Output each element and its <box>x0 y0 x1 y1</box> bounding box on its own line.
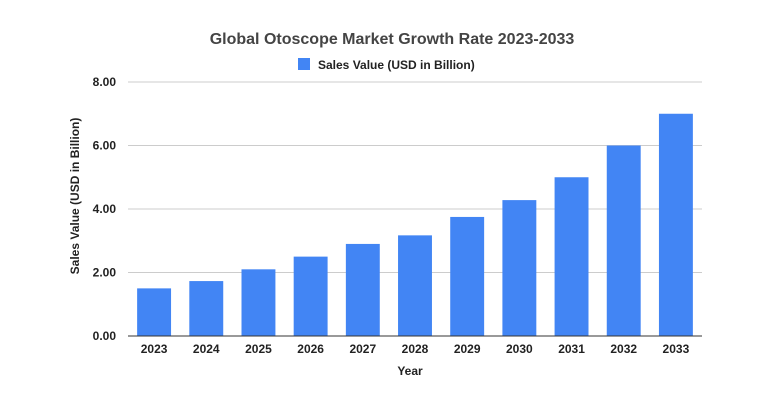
x-tick-label: 2027 <box>349 342 376 356</box>
bar-2029 <box>450 216 485 336</box>
x-tick-label: 2023 <box>141 342 168 356</box>
legend: Sales Value (USD in Billion) <box>298 58 475 72</box>
bars <box>137 113 693 336</box>
y-axis-ticks: 0.00 2.00 4.00 6.00 8.00 <box>93 75 117 343</box>
x-tick-label: 2032 <box>610 342 637 356</box>
bar-2023 <box>137 288 172 336</box>
y-axis-title: Sales Value (USD in Billion) <box>68 118 82 275</box>
x-tick-label: 2025 <box>245 342 272 356</box>
bar-2027 <box>345 243 380 336</box>
y-tick-label: 0.00 <box>93 329 117 343</box>
x-tick-label: 2026 <box>297 342 324 356</box>
bar-2031 <box>554 177 589 336</box>
bar-2028 <box>398 235 432 336</box>
y-tick-label: 2.00 <box>93 266 117 280</box>
x-tick-label: 2028 <box>402 342 429 356</box>
bar-2024 <box>189 281 224 336</box>
x-tick-label: 2024 <box>193 342 220 356</box>
bar-2032 <box>606 145 641 336</box>
y-tick-label: 6.00 <box>93 139 117 153</box>
legend-label: Sales Value (USD in Billion) <box>318 58 475 72</box>
legend-swatch <box>298 58 310 70</box>
x-axis-title: Year <box>397 364 423 378</box>
x-tick-label: 2033 <box>663 342 690 356</box>
bar-2025 <box>241 269 276 336</box>
x-tick-label: 2031 <box>558 342 585 356</box>
y-tick-label: 8.00 <box>93 75 117 89</box>
x-axis-ticks: 2023 2024 2025 2026 2027 2028 2029 2030 2031 2032… <box>141 342 690 356</box>
bar-2033 <box>658 113 693 336</box>
bar-2030 <box>502 200 537 336</box>
chart-title: Global Otoscope Market Growth Rate 2023-… <box>210 31 575 48</box>
x-tick-label: 2030 <box>506 342 533 356</box>
x-tick-label: 2029 <box>454 342 481 356</box>
bar-2026 <box>293 256 328 336</box>
y-tick-label: 4.00 <box>93 202 117 216</box>
